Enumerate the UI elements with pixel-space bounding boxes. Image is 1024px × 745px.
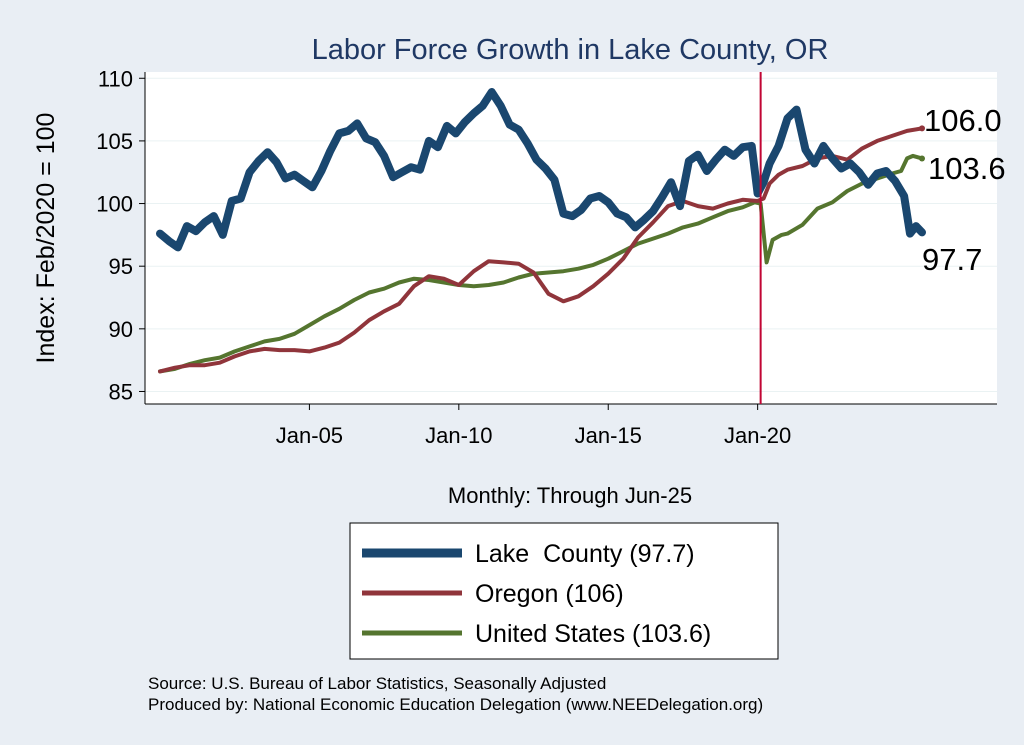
series-endpoint-oregon — [919, 125, 925, 132]
y-tick-label-110: 110 — [98, 66, 133, 91]
y-tick-label-105: 105 — [96, 129, 133, 154]
legend-label-lake: Lake County (97.7) — [475, 540, 695, 568]
y-tick-label-100: 100 — [96, 192, 133, 217]
series-layer — [156, 88, 926, 374]
end-label-us: 103.6 — [928, 151, 1006, 186]
legend-label-us: United States (103.6) — [475, 620, 711, 648]
series-line-us — [158, 153, 924, 374]
chart-title: Labor Force Growth in Lake County, OR — [312, 34, 829, 66]
x-tick-label-Jan-10: Jan-10 — [425, 423, 492, 448]
source-line-2: Produced by: National Economic Education… — [148, 695, 763, 714]
series-line-lake — [156, 88, 926, 252]
y-tick-label-90: 90 — [109, 317, 133, 342]
grid-lines — [145, 77, 997, 392]
x-axis: Jan-05 Jan-10 Jan-15 Jan-20 — [276, 404, 791, 448]
x-axis-label: Monthly: Through Jun-25 — [448, 483, 692, 508]
legend-label-oregon: Oregon (106) — [475, 580, 624, 608]
x-tick-label-Jan-05: Jan-05 — [276, 423, 343, 448]
source-line-1: Source: U.S. Bureau of Labor Statistics,… — [148, 674, 606, 693]
end-label-oregon: 106.0 — [924, 103, 1002, 138]
y-tick-label-85: 85 — [109, 379, 133, 404]
series-line-oregon — [158, 126, 924, 374]
series-endpoint-lake — [919, 229, 925, 236]
x-tick-label-Jan-20: Jan-20 — [724, 423, 791, 448]
legend: Lake County (97.7) Oregon (106) United S… — [349, 522, 779, 660]
series-endpoint-us — [919, 155, 925, 162]
y-axis: 85 90 95 100 105 110 — [96, 66, 145, 404]
y-tick-label-95: 95 — [109, 254, 133, 279]
x-tick-label-Jan-15: Jan-15 — [575, 423, 642, 448]
plot-area — [145, 72, 997, 404]
y-axis-label: Index: Feb/2020 = 100 — [32, 113, 60, 364]
end-label-lake: 97.7 — [922, 242, 982, 277]
